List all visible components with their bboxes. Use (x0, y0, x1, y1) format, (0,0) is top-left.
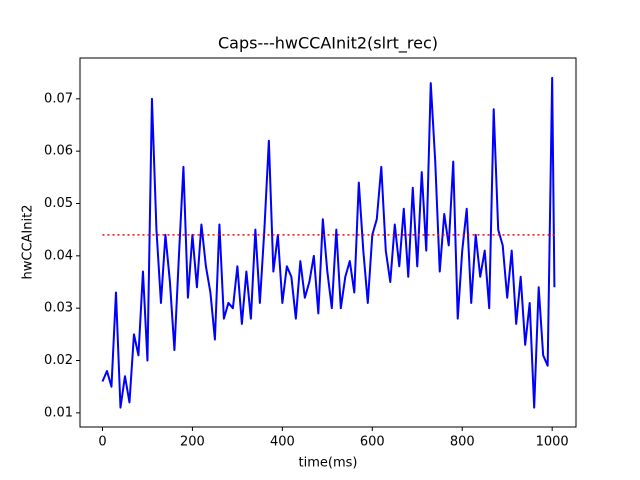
x-tick-label: 200 (180, 435, 205, 450)
y-tick-label: 0.02 (44, 353, 73, 368)
x-tick-label: 800 (450, 435, 475, 450)
y-tick-label: 0.06 (44, 144, 73, 159)
plot-frame (79, 57, 577, 428)
x-tick-label: 0 (98, 435, 106, 450)
x-tick-label: 1000 (536, 435, 569, 450)
y-tick-label: 0.04 (44, 248, 73, 263)
data-line (101, 76, 556, 409)
x-tick-label: 400 (270, 435, 295, 450)
y-tick-label: 0.07 (44, 91, 73, 106)
y-axis-label: hwCCAInit2 (21, 205, 36, 280)
y-tick-label: 0.03 (44, 301, 73, 316)
y-tick-label: 0.01 (44, 405, 73, 420)
y-tick-label: 0.05 (44, 196, 73, 211)
x-axis-label: time(ms) (299, 456, 358, 471)
chart-title: Caps---hwCCAInit2(slrt_rec) (218, 34, 438, 54)
x-tick-label: 600 (360, 435, 385, 450)
